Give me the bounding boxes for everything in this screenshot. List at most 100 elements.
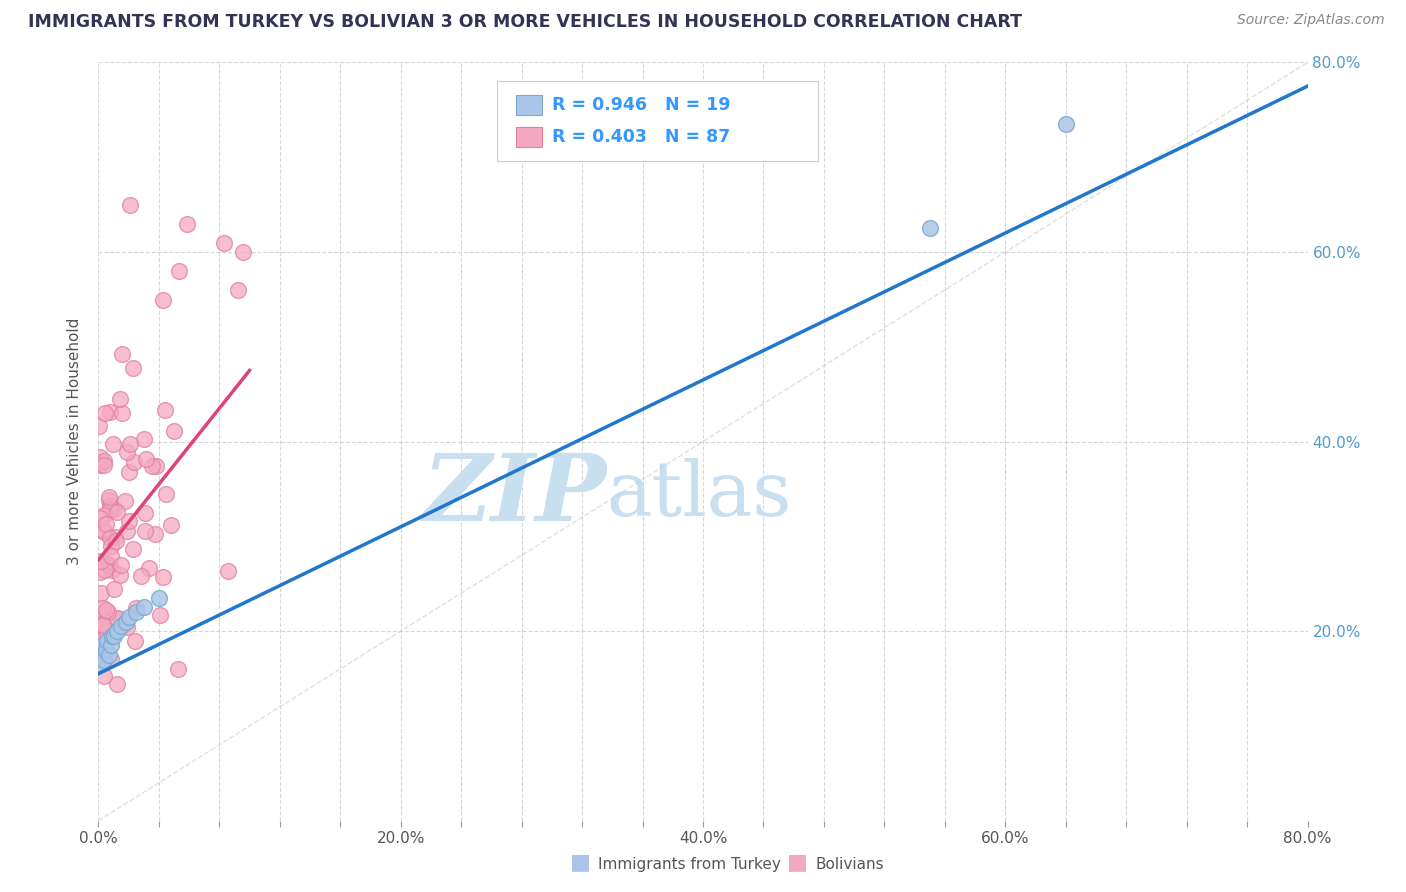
Point <box>89 418 111 433</box>
Point <box>129 568 152 582</box>
Point <box>218 564 240 578</box>
Point <box>87 616 110 631</box>
Point <box>122 455 145 469</box>
Point <box>108 568 131 582</box>
Point <box>93 652 115 666</box>
Point <box>96 624 118 639</box>
Point <box>105 610 128 624</box>
Point <box>89 565 111 579</box>
Point <box>148 591 170 605</box>
Text: ■: ■ <box>569 853 591 872</box>
Point <box>103 629 125 643</box>
Point <box>89 458 111 472</box>
Point <box>103 582 125 596</box>
Point <box>93 600 115 615</box>
Point <box>93 453 115 467</box>
Point <box>141 459 163 474</box>
Point <box>115 620 138 634</box>
Y-axis label: 3 or more Vehicles in Household: 3 or more Vehicles in Household <box>67 318 83 566</box>
Point <box>125 605 148 619</box>
Point <box>89 511 111 525</box>
Point <box>100 539 122 553</box>
Point <box>87 633 110 648</box>
Text: R = 0.403   N = 87: R = 0.403 N = 87 <box>551 128 730 145</box>
Point <box>93 458 115 472</box>
Point <box>111 406 134 420</box>
Point <box>98 531 121 545</box>
Point <box>104 534 127 549</box>
Point <box>100 638 122 652</box>
Point <box>93 617 115 632</box>
Point <box>169 264 191 278</box>
Text: ■: ■ <box>787 853 808 872</box>
Point <box>89 450 111 464</box>
Point <box>100 549 122 563</box>
FancyBboxPatch shape <box>516 127 543 146</box>
Point <box>120 436 142 450</box>
Point <box>152 570 174 584</box>
Point <box>134 506 156 520</box>
Point <box>125 600 148 615</box>
Point <box>134 432 156 446</box>
Point <box>94 602 117 616</box>
Point <box>100 563 122 577</box>
Point <box>101 629 124 643</box>
Point <box>98 502 121 516</box>
Point <box>91 638 114 652</box>
Point <box>93 669 115 683</box>
Point <box>97 492 120 507</box>
Point <box>105 677 128 691</box>
Point <box>155 403 177 417</box>
Point <box>152 293 174 307</box>
Point <box>118 465 141 479</box>
Point <box>108 612 131 626</box>
Point <box>118 515 141 529</box>
Text: Immigrants from Turkey: Immigrants from Turkey <box>598 857 780 872</box>
Point <box>110 619 132 633</box>
Point <box>121 360 143 375</box>
Point <box>159 518 181 533</box>
Point <box>94 643 117 657</box>
Point <box>114 493 136 508</box>
Point <box>132 600 155 615</box>
Point <box>90 586 112 600</box>
Point <box>120 197 142 211</box>
Point <box>226 283 249 297</box>
Point <box>110 392 132 407</box>
Point <box>97 605 120 619</box>
Point <box>94 406 117 420</box>
Text: Source: ZipAtlas.com: Source: ZipAtlas.com <box>1237 13 1385 28</box>
Point <box>117 524 139 538</box>
Text: Bolivians: Bolivians <box>815 857 884 872</box>
Point <box>143 526 166 541</box>
Point <box>145 458 167 473</box>
Point <box>105 624 128 639</box>
Point <box>100 652 122 666</box>
Point <box>91 631 114 645</box>
Point <box>114 615 136 629</box>
FancyBboxPatch shape <box>516 95 543 115</box>
Point <box>101 436 124 450</box>
Point <box>135 452 157 467</box>
Point <box>1054 117 1077 131</box>
Point <box>98 490 121 504</box>
Text: R = 0.946   N = 19: R = 0.946 N = 19 <box>551 96 730 114</box>
FancyBboxPatch shape <box>498 81 818 161</box>
Point <box>98 648 121 662</box>
Point <box>110 558 132 573</box>
Point <box>176 217 198 231</box>
Point <box>138 561 160 575</box>
Point <box>115 445 138 459</box>
Point <box>212 235 235 250</box>
Point <box>98 558 121 572</box>
Point <box>122 541 145 556</box>
Point <box>134 524 156 539</box>
Point <box>93 563 115 577</box>
Point <box>94 556 117 570</box>
Text: ZIP: ZIP <box>422 450 606 540</box>
Point <box>91 523 114 537</box>
Point <box>90 554 112 568</box>
Point <box>166 662 188 676</box>
Point <box>94 516 117 531</box>
Point <box>232 244 254 259</box>
